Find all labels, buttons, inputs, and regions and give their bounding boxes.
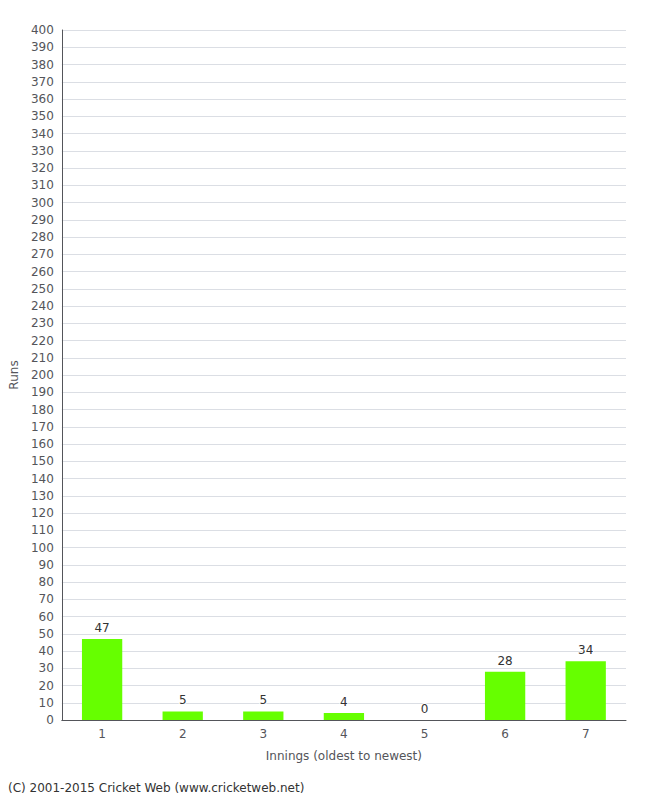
svg-text:390: 390	[31, 40, 54, 54]
svg-text:34: 34	[578, 643, 593, 657]
svg-text:350: 350	[31, 109, 54, 123]
svg-text:120: 120	[31, 506, 54, 520]
svg-text:210: 210	[31, 351, 54, 365]
svg-text:200: 200	[31, 368, 54, 382]
svg-text:220: 220	[31, 334, 54, 348]
svg-text:10: 10	[39, 696, 54, 710]
svg-text:70: 70	[39, 592, 54, 606]
svg-text:300: 300	[31, 196, 54, 210]
svg-text:340: 340	[31, 127, 54, 141]
svg-text:170: 170	[31, 420, 54, 434]
svg-text:250: 250	[31, 282, 54, 296]
svg-text:290: 290	[31, 213, 54, 227]
svg-text:5: 5	[421, 727, 429, 741]
svg-text:50: 50	[39, 627, 54, 641]
svg-text:6: 6	[501, 727, 509, 741]
svg-text:240: 240	[31, 299, 54, 313]
svg-text:5: 5	[179, 693, 187, 707]
svg-text:270: 270	[31, 247, 54, 261]
svg-text:4: 4	[340, 695, 348, 709]
svg-text:140: 140	[31, 472, 54, 486]
svg-text:180: 180	[31, 403, 54, 417]
svg-text:3: 3	[259, 727, 267, 741]
svg-text:400: 400	[31, 23, 54, 37]
svg-text:90: 90	[39, 558, 54, 572]
svg-text:(C) 2001-2015 Cricket Web (www: (C) 2001-2015 Cricket Web (www.cricketwe…	[8, 781, 304, 795]
svg-text:100: 100	[31, 541, 54, 555]
svg-text:5: 5	[259, 693, 267, 707]
svg-text:130: 130	[31, 489, 54, 503]
svg-text:28: 28	[497, 654, 512, 668]
svg-text:40: 40	[39, 644, 54, 658]
svg-text:190: 190	[31, 385, 54, 399]
svg-text:370: 370	[31, 75, 54, 89]
svg-text:330: 330	[31, 144, 54, 158]
svg-text:320: 320	[31, 161, 54, 175]
svg-text:230: 230	[31, 316, 54, 330]
svg-text:4: 4	[340, 727, 348, 741]
svg-text:310: 310	[31, 178, 54, 192]
svg-text:2: 2	[179, 727, 187, 741]
svg-text:0: 0	[46, 713, 54, 727]
svg-text:0: 0	[421, 702, 429, 716]
svg-text:110: 110	[31, 523, 54, 537]
svg-text:80: 80	[39, 575, 54, 589]
svg-text:20: 20	[39, 679, 54, 693]
svg-text:47: 47	[94, 621, 109, 635]
svg-text:Innings (oldest to newest): Innings (oldest to newest)	[266, 749, 422, 763]
svg-text:160: 160	[31, 437, 54, 451]
svg-text:360: 360	[31, 92, 54, 106]
svg-text:30: 30	[39, 661, 54, 675]
svg-text:380: 380	[31, 58, 54, 72]
svg-text:260: 260	[31, 265, 54, 279]
svg-text:7: 7	[582, 727, 590, 741]
svg-text:150: 150	[31, 454, 54, 468]
svg-text:60: 60	[39, 610, 54, 624]
svg-text:Runs: Runs	[7, 360, 21, 389]
svg-text:1: 1	[98, 727, 106, 741]
svg-text:280: 280	[31, 230, 54, 244]
